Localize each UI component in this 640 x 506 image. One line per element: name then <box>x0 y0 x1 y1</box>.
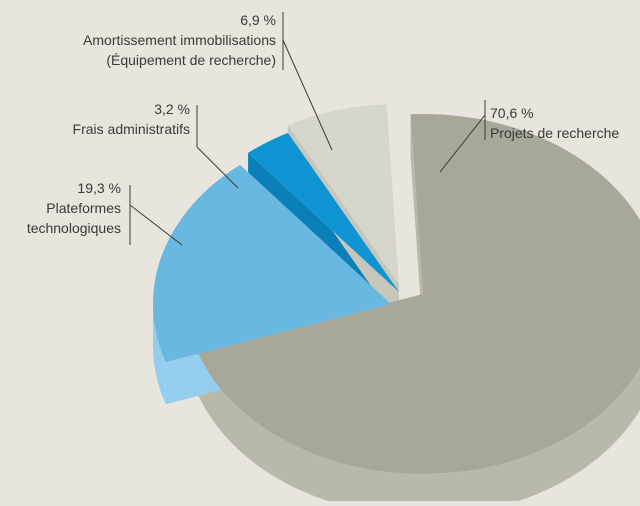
slice-label-1: 19,3 % Plateformes technologiques <box>27 180 121 236</box>
slice-top-0 <box>197 114 640 474</box>
slice-top-2 <box>248 132 399 292</box>
slice-top-3 <box>287 104 399 285</box>
slice-value-2: 3,2 % <box>154 101 190 117</box>
slice-label-3: 6,9 % Amortissement immobilisations (Équip… <box>83 12 276 68</box>
slice-value-1: 19,3 % <box>77 180 121 196</box>
slice-category-1-2: technologiques <box>27 220 121 236</box>
leader-line-3-0 <box>282 39 333 151</box>
slice-label-2: 3,2 % Frais administratifs <box>73 101 190 137</box>
slice-tops <box>153 104 640 474</box>
leader-line-0-0 <box>439 114 486 173</box>
slice-wall-0 <box>410 114 423 337</box>
slice-category-2-1: Frais administratifs <box>73 121 190 137</box>
slice-value-0: 70,6 % <box>490 105 534 121</box>
slice-top-1 <box>153 164 391 363</box>
slice-labels: 70,6 % Projets de recherche 19,3 % Platefor… <box>27 12 619 246</box>
slice-label-0: 70,6 % Projets de recherche <box>490 105 619 141</box>
slice-side-0 <box>197 352 640 506</box>
leader-line-1-0 <box>129 204 183 246</box>
slice-value-3: 6,9 % <box>240 12 276 28</box>
slice-side-1 <box>153 304 166 405</box>
slice-category-0-1: Projets de recherche <box>490 125 619 141</box>
slice-category-3-2: (Équipement de recherche) <box>106 52 276 68</box>
slice-category-3-1: Amortissement immobilisations <box>83 32 276 48</box>
leader-line-2-0 <box>196 146 239 189</box>
slice-category-1-1: Plateformes <box>46 200 121 216</box>
